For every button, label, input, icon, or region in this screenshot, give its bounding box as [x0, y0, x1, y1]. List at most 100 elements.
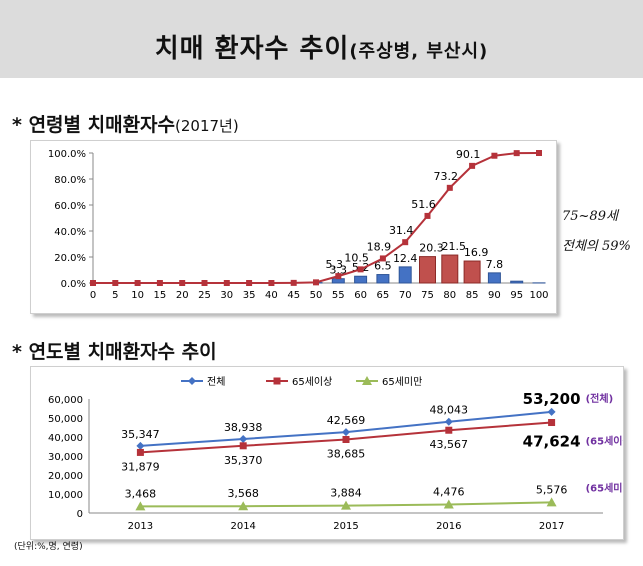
- cumulative-point: [90, 280, 96, 286]
- section1-title-suffix: (2017년): [175, 117, 239, 135]
- cumulative-point: [179, 280, 186, 286]
- series-point: [445, 426, 453, 434]
- y-tick-label: 20,000: [48, 471, 83, 482]
- cumulative-point: [134, 280, 141, 286]
- y-tick-label: 0.0%: [61, 279, 86, 290]
- y-tick-label: 60,000: [48, 395, 83, 406]
- bar: [331, 278, 345, 284]
- x-tick-label: 95: [510, 290, 523, 301]
- bar-label: 20.3: [419, 242, 444, 255]
- cumulative-label: 10.5: [344, 251, 369, 264]
- series-label: 38,938: [224, 421, 263, 434]
- cumulative-label: 90.1: [456, 148, 481, 161]
- y-tick-label: 10,000: [48, 490, 83, 501]
- series-point: [341, 500, 351, 510]
- bar: [441, 254, 459, 284]
- series-label: 38,685: [327, 447, 366, 460]
- cumulative-point: [156, 280, 163, 286]
- x-tick-label: 70: [399, 290, 412, 301]
- cumulative-label: 51.6: [411, 198, 436, 211]
- series-label: 31,879: [121, 460, 160, 473]
- x-tick-label: 50: [310, 290, 323, 301]
- bar-label: 6.5: [374, 260, 392, 273]
- x-tick-label: 65: [377, 290, 390, 301]
- x-tick-label: 80: [443, 290, 456, 301]
- page-title: 치매 환자수 추이(주상병, 부산시): [0, 28, 643, 65]
- legend-swatch-marker: [362, 376, 372, 385]
- section1-marker: *: [12, 114, 22, 136]
- y-tick-label: 30,000: [48, 452, 83, 463]
- series-point: [546, 497, 557, 507]
- bar: [376, 274, 390, 284]
- cumulative-point: [268, 280, 275, 286]
- cumulative-point: [201, 280, 208, 286]
- x-tick-label: 30: [220, 290, 233, 301]
- section1-title-text: 연령별 치매환자수: [28, 114, 176, 136]
- x-tick-label: 40: [265, 290, 278, 301]
- bar: [463, 260, 481, 284]
- y-tick-label: 80.0%: [54, 175, 86, 186]
- series-label: 3,884: [330, 487, 362, 500]
- cumulative-point: [223, 280, 230, 286]
- cumulative-point: [402, 239, 409, 246]
- cumulative-label: 18.9: [367, 240, 392, 253]
- cumulative-point: [335, 273, 342, 280]
- series-label: 35,347: [121, 428, 160, 441]
- series-point: [443, 499, 454, 509]
- series-label: 42,569: [327, 414, 366, 427]
- annotation-line2: 전체의 59%: [562, 239, 631, 254]
- bar: [510, 280, 524, 284]
- x-tick-label: 15: [154, 290, 167, 301]
- x-tick-label: 90: [488, 290, 501, 301]
- cumulative-point: [491, 152, 498, 159]
- series-end-tag: (65세이상): [586, 435, 623, 448]
- cumulative-point: [357, 266, 364, 273]
- legend-label: 65세이상: [292, 376, 332, 388]
- series-label: 48,043: [430, 404, 469, 417]
- series-label: 43,567: [430, 438, 469, 451]
- x-tick-label: 10: [131, 290, 144, 301]
- cumulative-point: [112, 280, 119, 286]
- x-tick-label: 85: [466, 290, 479, 301]
- x-tick-label: 100: [529, 290, 548, 301]
- y-tick-label: 40.0%: [54, 227, 86, 238]
- series-point: [136, 448, 144, 456]
- x-tick-label: 60: [354, 290, 367, 301]
- x-tick-label: 2013: [128, 521, 153, 532]
- series-point: [238, 501, 249, 511]
- section2-marker: *: [12, 341, 22, 363]
- cumulative-point: [379, 255, 386, 262]
- cumulative-label: 5.3: [326, 258, 344, 271]
- series-point: [136, 441, 145, 450]
- series-point: [548, 419, 556, 427]
- series-label: 47,624: [523, 433, 581, 451]
- series-label: 4,476: [433, 485, 465, 498]
- series-end-tag: (65세미만): [586, 481, 623, 494]
- yearly-chart-frame: 0 10,000 20,000 30,000 40,000 50,000 60,000 201…: [30, 366, 636, 540]
- series-point: [547, 407, 556, 416]
- cumulative-point: [536, 150, 542, 156]
- section2-title-text: 연도별 치매환자수 추이: [28, 341, 217, 363]
- x-tick-label: 2014: [230, 521, 255, 532]
- page-title-sub: (주상병, 부산시): [349, 41, 489, 62]
- series-end-tag: (전체): [586, 392, 614, 405]
- x-tick-label: 25: [198, 290, 211, 301]
- bar: [354, 275, 368, 284]
- section1-title: * 연령별 치매환자수(2017년): [12, 110, 239, 137]
- annotation-line1: 75~89세: [562, 209, 618, 224]
- bar-label: 3.3: [330, 264, 348, 277]
- cumulative-point: [290, 279, 297, 286]
- bar: [419, 256, 436, 284]
- bar-label: 7.8: [486, 258, 504, 271]
- y-tick-label: 100.0%: [48, 149, 86, 160]
- x-tick-label: 45: [287, 290, 300, 301]
- bar-label: 16.9: [464, 246, 489, 259]
- series-point: [342, 435, 350, 443]
- title-bar: [0, 0, 643, 78]
- x-tick-label: 0: [90, 290, 96, 301]
- series-point: [239, 435, 248, 444]
- series-point: [239, 442, 247, 450]
- cumulative-label: 31.4: [389, 224, 414, 237]
- unit-note: (단위:%,명, 연령): [14, 542, 83, 552]
- series-label: 3,568: [227, 487, 259, 500]
